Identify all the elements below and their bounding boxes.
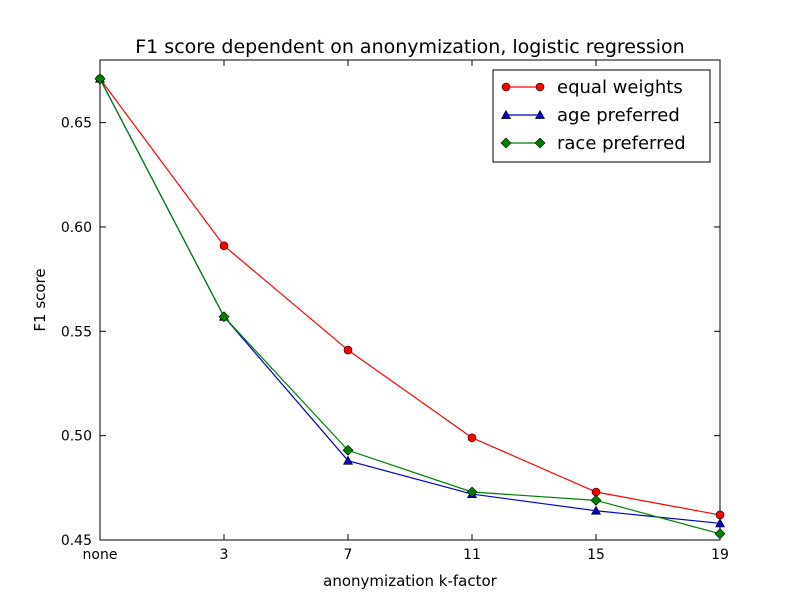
x-tick-label: none [83, 547, 118, 563]
legend-label-race-preferred: race preferred [557, 133, 686, 154]
legend-marker-age-preferred [500, 109, 512, 119]
x-axis-label: anonymization k-factor [323, 572, 497, 590]
y-tick-label: 0.65 [61, 116, 92, 132]
legend-label-equal-weights: equal weights [557, 77, 683, 98]
legend-label-age-preferred: age preferred [557, 105, 680, 126]
data-point-age-preferred [342, 455, 354, 465]
data-point-equal-weights [715, 510, 725, 520]
data-point-race-preferred [94, 73, 106, 85]
x-tick-label: 3 [220, 547, 229, 563]
legend-marker-race-preferred [500, 137, 512, 149]
series-line-equal-weights [100, 78, 720, 516]
data-point-equal-weights [343, 345, 353, 355]
series-line-race-preferred [100, 78, 720, 535]
data-point-race-preferred [714, 528, 726, 540]
legend-marker-race-preferred [534, 137, 546, 149]
data-point-equal-weights [467, 433, 477, 443]
x-tick-label: 11 [463, 547, 481, 563]
chart-title: F1 score dependent on anonymization, log… [135, 36, 684, 58]
y-tick-label: 0.45 [61, 533, 92, 549]
data-point-equal-weights [591, 487, 601, 497]
legend-marker-equal-weights [501, 82, 511, 92]
series-layer [94, 73, 726, 540]
plot-area: none 3 7 11 15 19 0.45 0.50 0.55 0.60 0.65 equal we… [61, 59, 729, 563]
x-tick-label: 7 [344, 547, 353, 563]
legend-box [492, 69, 711, 163]
data-point-age-preferred [590, 505, 602, 515]
x-tick-label: 15 [587, 547, 605, 563]
data-point-age-preferred [714, 518, 726, 528]
legend-marker-equal-weights [535, 82, 545, 92]
y-axis-label: F1 score [31, 268, 49, 331]
axes-frame [99, 59, 721, 541]
y-tick-label: 0.50 [61, 429, 92, 445]
y-tick-label: 0.55 [61, 324, 92, 340]
y-tick-label: 0.60 [61, 220, 92, 236]
data-point-race-preferred [342, 444, 354, 456]
legend-marker-age-preferred [534, 109, 546, 119]
data-point-race-preferred [590, 494, 602, 506]
x-tick-label: 19 [711, 547, 729, 563]
data-point-equal-weights [219, 241, 229, 251]
data-point-race-preferred [466, 486, 478, 498]
legend: equal weights age preferred race preferred [492, 69, 711, 163]
data-point-race-preferred [218, 311, 230, 323]
